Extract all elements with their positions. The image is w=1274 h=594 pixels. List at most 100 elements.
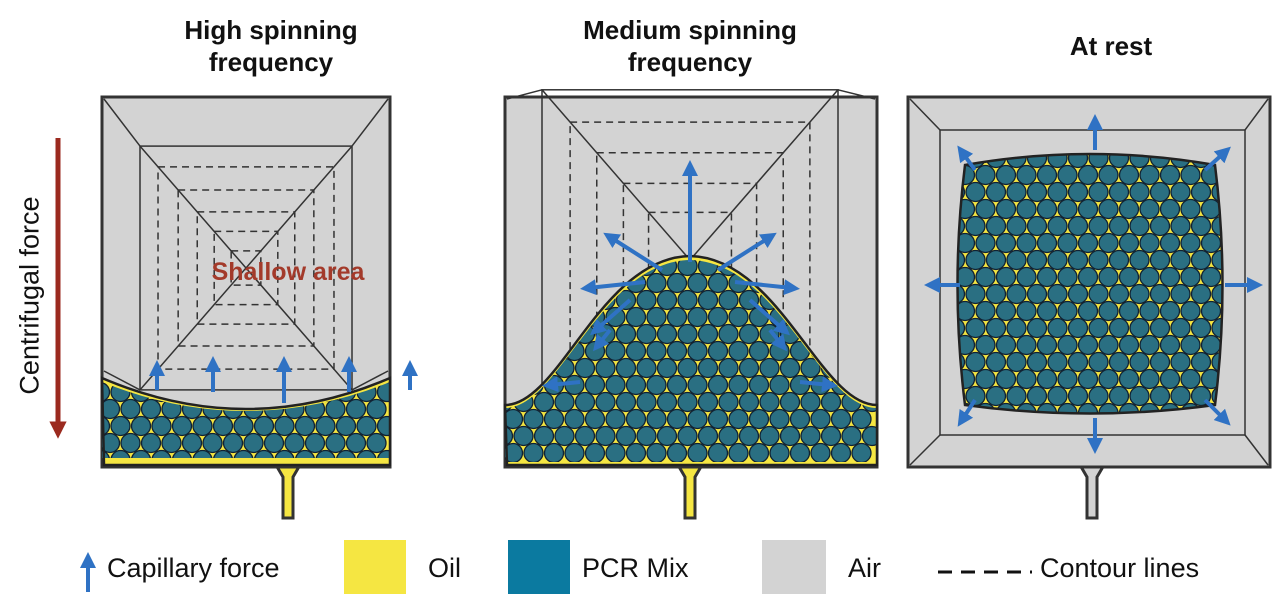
droplet [1159, 164, 1181, 186]
droplet [841, 425, 862, 447]
droplet [325, 432, 346, 454]
droplet [233, 449, 254, 458]
droplet [1149, 351, 1171, 373]
droplet [1006, 181, 1027, 203]
droplet [985, 317, 1007, 339]
droplet [1180, 368, 1201, 390]
stem [675, 463, 705, 520]
droplet [1159, 368, 1181, 390]
capillary-arrow [542, 376, 581, 393]
droplet [120, 398, 141, 420]
capillary-arrow [957, 145, 977, 172]
droplet [192, 415, 213, 437]
droplet [1088, 385, 1109, 407]
capillary-arrow [580, 279, 646, 296]
droplet [110, 415, 131, 437]
droplet [677, 357, 698, 379]
droplet [1190, 351, 1212, 373]
droplet [861, 425, 877, 447]
droplet [718, 357, 739, 379]
droplet [130, 415, 152, 437]
droplet [625, 442, 647, 462]
droplet [102, 432, 121, 454]
panel-title: At rest [1069, 31, 1153, 61]
droplet [718, 323, 739, 345]
corner-line [506, 89, 543, 100]
droplet [1077, 232, 1099, 254]
droplet [1098, 368, 1119, 390]
droplet [625, 374, 647, 396]
capillary-arrow [590, 298, 632, 336]
droplet [1200, 232, 1222, 254]
droplet [212, 415, 234, 437]
droplet [1047, 154, 1068, 169]
corner-line [909, 98, 941, 131]
droplet [615, 323, 637, 345]
droplet [356, 415, 377, 437]
capillary-arrow [1203, 398, 1231, 426]
droplet [1006, 385, 1027, 407]
droplet [1077, 198, 1099, 220]
droplet [335, 415, 357, 437]
inner-square [939, 129, 1246, 436]
droplet [718, 425, 739, 447]
droplet [789, 442, 811, 462]
droplet [1088, 215, 1109, 237]
droplet [677, 391, 698, 413]
droplet [820, 425, 842, 447]
droplet [646, 272, 667, 294]
droplet [636, 425, 657, 447]
stem [1077, 463, 1107, 520]
droplet [707, 340, 729, 362]
droplet [1067, 317, 1089, 339]
droplet [574, 357, 596, 379]
droplet [985, 215, 1007, 237]
droplet [1159, 334, 1181, 356]
droplet [1057, 198, 1078, 220]
droplet [1118, 164, 1140, 186]
droplet [1057, 300, 1078, 322]
droplet [707, 442, 729, 462]
droplet [789, 374, 811, 396]
droplet [1159, 300, 1181, 322]
droplet [1139, 334, 1160, 356]
droplet [975, 266, 996, 288]
droplet [1067, 154, 1089, 169]
droplets [102, 382, 390, 458]
contour-line [213, 230, 279, 306]
droplet [687, 442, 708, 462]
legend-swatch [762, 540, 826, 594]
droplet [728, 306, 749, 328]
droplet [1170, 181, 1191, 203]
droplet [304, 432, 326, 454]
droplet [687, 306, 708, 328]
droplet [1180, 232, 1201, 254]
droplet [505, 442, 524, 462]
droplet [697, 357, 719, 379]
droplet [584, 408, 606, 430]
droplet [718, 391, 739, 413]
droplet [666, 442, 688, 462]
droplet [800, 425, 821, 447]
droplet [564, 442, 585, 462]
droplet [615, 289, 637, 311]
droplet [263, 432, 285, 454]
legend-swatch [344, 540, 406, 594]
droplet [533, 425, 555, 447]
droplet [1129, 283, 1150, 305]
droplet [1036, 266, 1058, 288]
droplet [759, 391, 780, 413]
droplet [1016, 334, 1037, 356]
droplet [779, 391, 801, 413]
droplet [1190, 215, 1212, 237]
droplet [102, 398, 121, 420]
droplet [728, 442, 749, 462]
droplet [975, 164, 996, 186]
capillary-arrow [593, 328, 612, 352]
droplet [697, 425, 719, 447]
surface [503, 254, 879, 467]
panel-title: Medium spinning frequency [583, 15, 797, 77]
droplet [1036, 232, 1058, 254]
droplet [789, 408, 811, 430]
